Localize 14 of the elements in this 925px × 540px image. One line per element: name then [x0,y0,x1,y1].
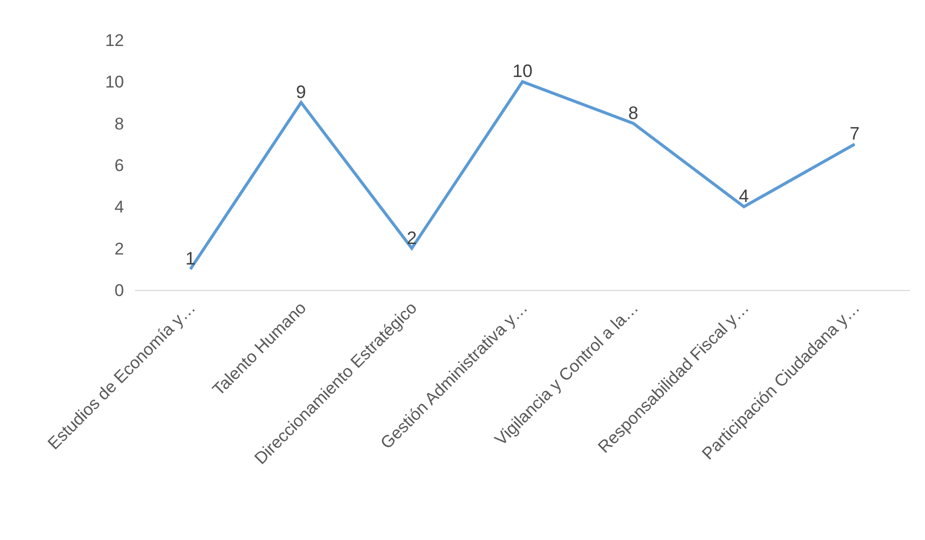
data-label: 2 [406,228,417,248]
y-tick-label: 0 [114,280,124,300]
data-label: 7 [850,124,860,144]
data-label: 9 [296,82,306,102]
y-tick-label: 6 [114,156,124,175]
y-tick-label: 8 [114,114,124,134]
y-tick-label: 12 [105,30,124,50]
data-label: 1 [185,248,196,269]
y-tick-label: 2 [114,239,124,258]
y-tick-label: 10 [105,72,124,92]
y-tick-label: 4 [114,198,124,217]
data-label: 4 [738,186,749,206]
data-label: 8 [628,102,638,123]
data-label: 10 [512,61,533,82]
